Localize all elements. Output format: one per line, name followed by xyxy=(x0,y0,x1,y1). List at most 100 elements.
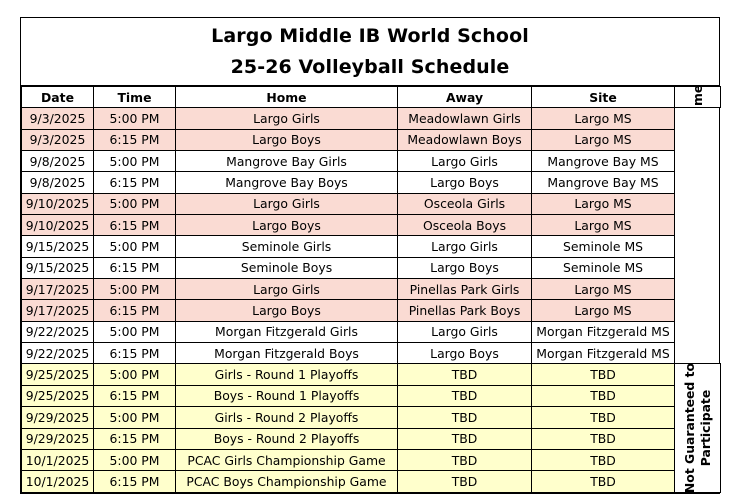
cell-away: Meadowlawn Girls xyxy=(397,107,532,130)
cell-site: Largo MS xyxy=(531,299,675,322)
cell-home: Mangrove Bay Boys xyxy=(175,171,398,194)
playoff-note-line1: Not Guaranteed to xyxy=(681,363,697,493)
cell-time: 5:00 PM xyxy=(93,235,176,258)
cell-away: Pinellas Park Girls xyxy=(397,278,532,301)
cell-site: Largo MS xyxy=(531,128,675,152)
cell-time: 5:00 PM xyxy=(93,192,176,216)
cell-site: Seminole MS xyxy=(531,235,675,258)
playoff-note-label-cell: Not Guaranteed to Participate xyxy=(674,363,721,493)
cell-site: Morgan Fitzgerald MS xyxy=(531,342,675,365)
cell-away: Largo Boys xyxy=(397,256,532,280)
cell-away: Largo Girls xyxy=(397,235,532,258)
column-header-away: Away xyxy=(397,85,532,109)
official-schedule-label-cell: Official Game Schedule xyxy=(674,85,721,109)
table-row: 10/1/2025 5:00 PM PCAC Girls Championship … xyxy=(21,448,721,472)
table-row: 9/3/2025 5:00 PM Largo Girls Meadowlawn Gir… xyxy=(21,107,721,130)
cell-away: Osceola Girls xyxy=(397,192,532,216)
cell-date: 10/1/2025 xyxy=(21,470,94,493)
table-row: 9/17/2025 5:00 PM Largo Girls Pinellas Park… xyxy=(21,278,721,301)
cell-home: Morgan Fitzgerald Boys xyxy=(175,342,398,365)
table-row: 9/25/2025 5:00 PM Girls - Round 1 Playoffs… xyxy=(21,363,721,493)
header-row: Date Time Home Away Site Official Game S… xyxy=(21,85,721,109)
school-title: Largo Middle IB World School xyxy=(211,24,529,47)
cell-away: TBD xyxy=(397,363,532,386)
cell-date: 9/15/2025 xyxy=(21,256,94,280)
cell-date: 9/3/2025 xyxy=(21,107,94,130)
table-row: 9/17/2025 6:15 PM Largo Boys Pinellas Park … xyxy=(21,299,721,322)
cell-home: PCAC Boys Championship Game xyxy=(175,470,398,493)
cell-site: Seminole MS xyxy=(531,256,675,280)
cell-away: Largo Girls xyxy=(397,320,532,344)
table-row: 10/1/2025 6:15 PM PCAC Boys Championship G… xyxy=(21,470,721,493)
cell-site: Mangrove Bay MS xyxy=(531,150,675,173)
cell-time: 6:15 PM xyxy=(93,427,176,450)
cell-date: 10/1/2025 xyxy=(21,448,94,472)
cell-home: Girls - Round 2 Playoffs xyxy=(175,406,398,429)
cell-time: 5:00 PM xyxy=(93,278,176,301)
cell-time: 6:15 PM xyxy=(93,214,176,237)
cell-time: 6:15 PM xyxy=(93,342,176,365)
cell-time: 5:00 PM xyxy=(93,448,176,472)
table-row: 9/22/2025 6:15 PM Morgan Fitzgerald Boys La… xyxy=(21,342,721,365)
cell-time: 6:15 PM xyxy=(93,470,176,493)
cell-home: Boys - Round 1 Playoffs xyxy=(175,384,398,408)
cell-home: Largo Girls xyxy=(175,107,398,130)
cell-time: 5:00 PM xyxy=(93,150,176,173)
cell-time: 6:15 PM xyxy=(93,384,176,408)
cell-time: 6:15 PM xyxy=(93,171,176,194)
cell-site: TBD xyxy=(531,470,675,493)
table-row: 9/22/2025 5:00 PM Morgan Fitzgerald Girls L… xyxy=(21,320,721,344)
column-header-home: Home xyxy=(175,85,398,109)
table-row: 9/10/2025 6:15 PM Largo Boys Osceola Boys La… xyxy=(21,214,721,237)
playoff-note-label: Not Guaranteed to Participate xyxy=(681,363,714,493)
cell-date: 9/10/2025 xyxy=(21,192,94,216)
cell-date: 9/25/2025 xyxy=(21,384,94,408)
cell-home: PCAC Girls Championship Game xyxy=(175,448,398,472)
cell-date: 9/25/2025 xyxy=(21,363,94,386)
cell-date: 9/29/2025 xyxy=(21,427,94,450)
cell-date: 9/29/2025 xyxy=(21,406,94,429)
cell-site: TBD xyxy=(531,384,675,408)
cell-site: TBD xyxy=(531,427,675,450)
schedule-body: 9/3/2025 5:00 PM Largo Girls Meadowlawn Gir… xyxy=(21,107,721,493)
cell-home: Largo Girls xyxy=(175,278,398,301)
official-schedule-label: Official Game Schedule xyxy=(690,88,706,107)
cell-time: 6:15 PM xyxy=(93,128,176,152)
cell-site: Largo MS xyxy=(531,192,675,216)
column-header-date: Date xyxy=(21,85,94,109)
cell-away: Largo Girls xyxy=(397,150,532,173)
table-row: 9/3/2025 6:15 PM Largo Boys Meadowlawn Boys… xyxy=(21,128,721,152)
table-row: 9/10/2025 5:00 PM Largo Girls Osceola Girls… xyxy=(21,192,721,216)
cell-date: 9/17/2025 xyxy=(21,299,94,322)
schedule-sheet: Largo Middle IB World School 25-26 Volle… xyxy=(20,17,721,494)
cell-home: Seminole Girls xyxy=(175,235,398,258)
cell-away: TBD xyxy=(397,406,532,429)
cell-date: 9/22/2025 xyxy=(21,342,94,365)
schedule-title: 25-26 Volleyball Schedule xyxy=(230,55,510,78)
cell-away: TBD xyxy=(397,448,532,472)
table-row: 9/15/2025 5:00 PM Seminole Girls Largo Girl… xyxy=(21,235,721,258)
schedule-table: Date Time Home Away Site Official Game S… xyxy=(21,85,721,493)
cell-home: Largo Boys xyxy=(175,299,398,322)
cell-site: TBD xyxy=(531,406,675,429)
cell-home: Seminole Boys xyxy=(175,256,398,280)
table-row: 9/25/2025 6:15 PM Boys - Round 1 Playoffs T… xyxy=(21,384,721,408)
cell-home: Morgan Fitzgerald Girls xyxy=(175,320,398,344)
cell-home: Boys - Round 2 Playoffs xyxy=(175,427,398,450)
cell-home: Mangrove Bay Girls xyxy=(175,150,398,173)
cell-date: 9/10/2025 xyxy=(21,214,94,237)
table-row: 9/8/2025 5:00 PM Mangrove Bay Girls Largo G… xyxy=(21,150,721,173)
cell-away: Largo Boys xyxy=(397,171,532,194)
cell-date: 9/3/2025 xyxy=(21,128,94,152)
cell-home: Largo Boys xyxy=(175,128,398,152)
cell-date: 9/22/2025 xyxy=(21,320,94,344)
cell-time: 5:00 PM xyxy=(93,406,176,429)
cell-date: 9/8/2025 xyxy=(21,171,94,194)
cell-time: 5:00 PM xyxy=(93,320,176,344)
cell-away: TBD xyxy=(397,470,532,493)
cell-away: Osceola Boys xyxy=(397,214,532,237)
playoff-note-line2: Participate xyxy=(697,389,713,467)
cell-time: 5:00 PM xyxy=(93,107,176,130)
cell-site: Largo MS xyxy=(531,214,675,237)
cell-date: 9/17/2025 xyxy=(21,278,94,301)
